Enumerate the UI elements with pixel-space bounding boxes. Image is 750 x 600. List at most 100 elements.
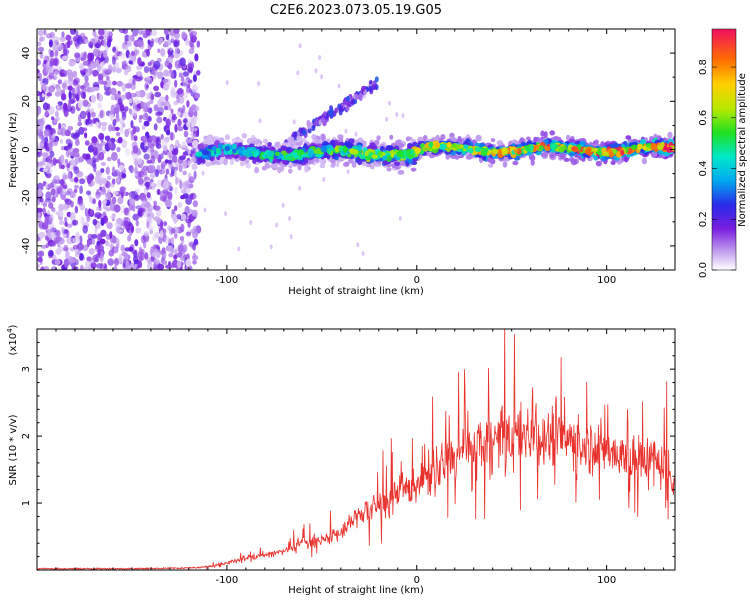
noise-speck (87, 111, 91, 121)
noise-speck (37, 69, 40, 74)
signal-speck (201, 159, 206, 164)
y-tick-label: 40 (21, 47, 32, 60)
noise-speck (45, 236, 50, 241)
noise-speck (102, 39, 107, 48)
signal-speck (218, 143, 223, 150)
signal-speck (296, 150, 302, 156)
noise-speck (104, 192, 112, 200)
noise-speck (37, 142, 40, 147)
x-tick-label: 0 (414, 575, 420, 586)
noise-speck (160, 163, 165, 170)
signal-speck (648, 136, 654, 142)
noise-speck (39, 161, 46, 166)
noise-speck (175, 176, 179, 185)
noise-speck (38, 219, 43, 228)
signal-speck (393, 161, 401, 166)
branch-speck (361, 85, 365, 92)
noise-speck (73, 188, 78, 193)
noise-speck (143, 231, 150, 237)
noise-speck (67, 142, 73, 149)
noise-speck (65, 158, 68, 164)
signal-speck (241, 149, 249, 155)
noise-speck (57, 79, 63, 85)
noise-speck (196, 40, 201, 48)
noise-speck (101, 186, 106, 193)
signal-speck (314, 153, 319, 158)
signal-speck (267, 141, 272, 147)
noise-speck (398, 215, 402, 221)
signal-speck (212, 145, 217, 151)
colorbar-tick-label: 0.8 (698, 59, 709, 75)
noise-speck (165, 168, 170, 175)
signal-speck (463, 144, 469, 149)
noise-speck (100, 57, 104, 62)
noise-speck (94, 212, 102, 218)
noise-speck (86, 213, 91, 222)
signal-speck (347, 153, 352, 158)
signal-speck (540, 130, 545, 137)
noise-speck (49, 150, 55, 158)
noise-speck (106, 156, 112, 162)
noise-speck (67, 171, 71, 180)
noise-speck (40, 122, 44, 131)
noise-speck (63, 79, 69, 85)
noise-speck (151, 252, 157, 257)
signal-speck (616, 151, 622, 158)
noise-speck (161, 139, 169, 147)
signal-speck (241, 133, 247, 139)
noise-speck (86, 118, 93, 125)
noise-speck (385, 116, 389, 122)
noise-speck (37, 207, 44, 213)
signal-speck (264, 163, 270, 169)
noise-speck (150, 135, 157, 142)
signal-speck (482, 148, 489, 153)
snr-series-line (37, 329, 675, 570)
noise-speck (150, 38, 155, 44)
noise-speck (137, 157, 142, 165)
noise-speck (289, 234, 293, 240)
noise-speck (130, 132, 135, 141)
spectrogram-y-axis-label: Frequency (Hz) (8, 112, 19, 188)
noise-speck (76, 35, 83, 45)
signal-speck (376, 135, 381, 141)
signal-speck (601, 156, 607, 161)
noise-speck (68, 90, 72, 100)
signal-speck (330, 157, 336, 164)
noise-speck (185, 139, 193, 144)
noise-speck (124, 34, 130, 42)
noise-speck (154, 169, 159, 178)
spectrogram-image (37, 29, 675, 270)
signal-speck (397, 151, 404, 158)
noise-speck (131, 50, 135, 57)
noise-speck (97, 249, 101, 256)
noise-speck (148, 164, 155, 173)
noise-speck (41, 93, 45, 98)
noise-speck (177, 143, 181, 149)
noise-speck (180, 77, 185, 82)
noise-speck (184, 205, 190, 215)
snr-x-axis-label: Height of straight line (km) (288, 585, 424, 596)
noise-speck (79, 110, 87, 120)
branch-speck (313, 120, 318, 127)
noise-speck (53, 70, 59, 79)
noise-speck (44, 198, 52, 203)
noise-speck (92, 218, 98, 226)
noise-speck (151, 182, 155, 187)
signal-speck (364, 150, 369, 157)
noise-speck (120, 108, 127, 114)
noise-speck (62, 229, 68, 234)
noise-speck (55, 235, 62, 242)
noise-speck (177, 244, 184, 253)
noise-speck (269, 244, 273, 250)
noise-speck (110, 95, 115, 101)
noise-speck (298, 43, 302, 49)
noise-speck (143, 120, 150, 127)
noise-speck (93, 86, 100, 92)
signal-speck (529, 144, 534, 151)
noise-speck (84, 132, 88, 139)
noise-speck (48, 72, 55, 80)
noise-speck (63, 216, 68, 223)
noise-speck (174, 248, 178, 254)
noise-speck (117, 136, 123, 144)
branch-speck (350, 99, 355, 106)
